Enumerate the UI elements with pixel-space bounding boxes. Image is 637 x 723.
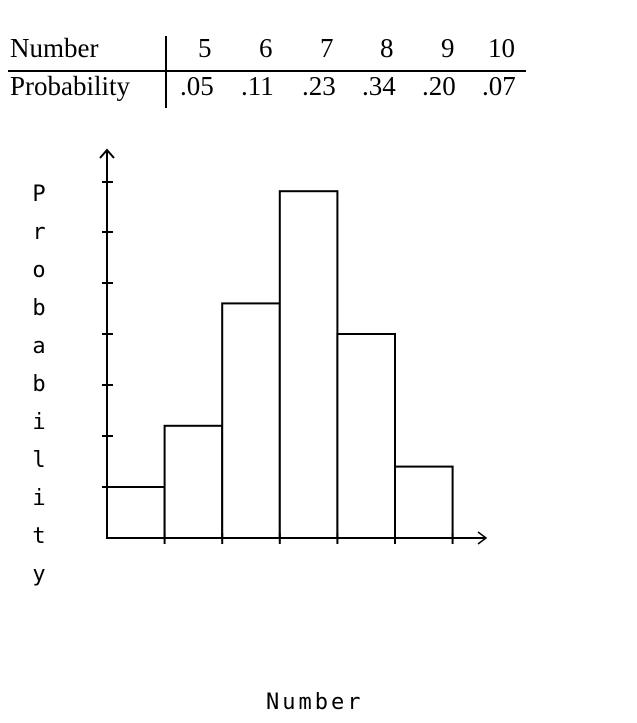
table-probability-cell: .11 xyxy=(241,71,274,101)
table-probability-cell: .05 xyxy=(180,71,214,101)
table-values-label: Probability xyxy=(10,71,130,101)
histogram-bar xyxy=(394,465,454,540)
histogram-bar xyxy=(278,190,339,539)
table-number-cell: 7 xyxy=(320,33,334,63)
x-axis-arrow xyxy=(477,531,488,545)
y-axis-arrow xyxy=(99,148,115,159)
table-number-cell: 6 xyxy=(259,33,273,63)
table-number-cell: 9 xyxy=(441,33,455,63)
table-number-cell: 10 xyxy=(488,33,515,63)
histogram-bar xyxy=(336,333,396,539)
table-probability-cell: .23 xyxy=(302,71,336,101)
table-probability-cell: .34 xyxy=(362,71,396,101)
table-number-cell: 8 xyxy=(380,33,394,63)
table-divider-horizontal xyxy=(8,70,526,72)
table-probability-cell: .20 xyxy=(422,71,456,101)
table-number-cell: 5 xyxy=(198,33,212,63)
x-axis-label: Number xyxy=(266,690,364,715)
y-axis-label: Probability xyxy=(32,182,46,587)
table-header-label: Number xyxy=(10,33,99,63)
histogram-bar xyxy=(221,302,281,539)
histogram-bar xyxy=(106,486,166,539)
table-divider-vertical xyxy=(165,36,167,108)
table-probability-cell: .07 xyxy=(482,71,516,101)
histogram-chart xyxy=(99,148,488,545)
histogram-bar xyxy=(163,424,224,539)
